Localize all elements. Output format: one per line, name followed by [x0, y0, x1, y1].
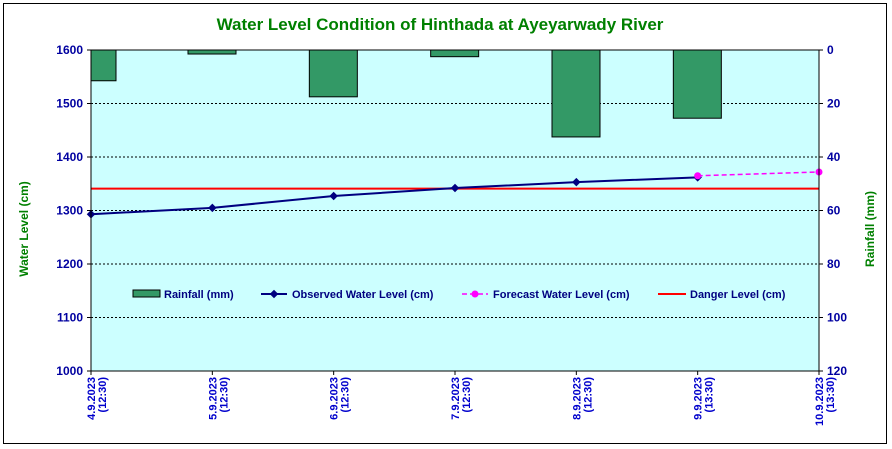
x-tick-label-line: 5.9.2023 — [207, 377, 219, 420]
x-tick-label-line: 9.9.2023 — [693, 377, 705, 420]
rainfall-bars — [90, 49, 722, 138]
rainfall-bar — [430, 49, 480, 58]
right-tick-label: 40 — [827, 150, 841, 164]
legend-label-observed: Observed Water Level (cm) — [292, 289, 434, 301]
legend-label-rainfall: Rainfall (mm) — [164, 289, 234, 301]
x-tick-label-line: 8.9.2023 — [571, 377, 583, 420]
observed-point — [450, 183, 460, 193]
x-tick-label-line: (13:30) — [825, 377, 837, 413]
left-tick-label: 1200 — [56, 257, 83, 271]
x-tick-label: 8.9.2023(12:30) — [571, 377, 594, 420]
legend-label-danger: Danger Level (cm) — [690, 289, 786, 301]
left-axis-title: Water Level (cm) — [17, 181, 31, 277]
rainfall-bar — [308, 49, 358, 98]
observed-line — [90, 176, 698, 216]
left-axis-ticks: 1600 1500 1400 1300 1200 1100 1000 — [56, 43, 91, 378]
left-tick-label: 1600 — [56, 43, 83, 57]
forecast-line — [697, 171, 820, 177]
x-tick-label-line: (12:30) — [340, 377, 352, 413]
chart-title: Water Level Condition of Hinthada at Aye… — [217, 15, 664, 34]
right-tick-label: 80 — [827, 257, 841, 271]
legend-swatch-rainfall — [132, 289, 161, 298]
x-tick-label: 5.9.2023(12:30) — [207, 377, 230, 420]
right-tick-label: 120 — [827, 364, 847, 378]
x-tick-label: 9.9.2023(13:30) — [693, 377, 716, 420]
rainfall-bar — [551, 49, 601, 138]
x-tick-label: 10.9.2023(13:30) — [814, 377, 837, 426]
left-tick-label: 1100 — [57, 311, 83, 325]
right-axis-ticks: 0 20 40 60 80 100 120 — [819, 43, 847, 378]
right-tick-label: 100 — [827, 311, 847, 325]
left-tick-label: 1400 — [56, 150, 83, 164]
x-tick-label-line: (13:30) — [704, 377, 716, 413]
legend-marker-observed — [269, 289, 279, 299]
x-tick-label-line: 7.9.2023 — [450, 377, 462, 420]
right-tick-label: 60 — [827, 204, 841, 218]
x-tick-label-line: (12:30) — [582, 377, 594, 413]
rainfall-bar — [90, 49, 117, 82]
observed-point — [208, 203, 217, 213]
rainfall-bar — [672, 49, 722, 119]
right-axis-title: Rainfall (mm) — [863, 191, 877, 267]
x-tick-label-line: (12:30) — [97, 377, 109, 413]
left-tick-label: 1300 — [56, 204, 83, 218]
rainfall-bar — [187, 49, 237, 55]
x-tick-label-line: 6.9.2023 — [329, 377, 341, 420]
right-tick-label: 0 — [827, 43, 834, 57]
observed-point — [329, 191, 338, 201]
forecast-point — [694, 172, 702, 180]
x-tick-label-line: 10.9.2023 — [814, 377, 826, 426]
legend-label-forecast: Forecast Water Level (cm) — [493, 289, 630, 301]
x-tick-label: 4.9.2023(12:30) — [86, 377, 109, 420]
x-tick-label: 7.9.2023(12:30) — [450, 377, 473, 420]
x-tick-label-line: (12:30) — [461, 377, 473, 413]
left-tick-label: 1500 — [56, 97, 83, 111]
x-tick-label-line: 4.9.2023 — [86, 377, 98, 420]
x-tick-label: 6.9.2023(12:30) — [329, 377, 352, 420]
x-tick-label-line: (12:30) — [218, 377, 230, 413]
right-tick-label: 20 — [827, 97, 841, 111]
legend-marker-forecast — [471, 290, 479, 298]
left-tick-label: 1000 — [56, 364, 83, 378]
x-axis-ticks: 4.9.2023(12:30) 5.9.2023(12:30) 6.9.2023(1… — [86, 371, 837, 426]
legend: Rainfall (mm) Observed Water Level (cm) Fo… — [132, 289, 786, 301]
